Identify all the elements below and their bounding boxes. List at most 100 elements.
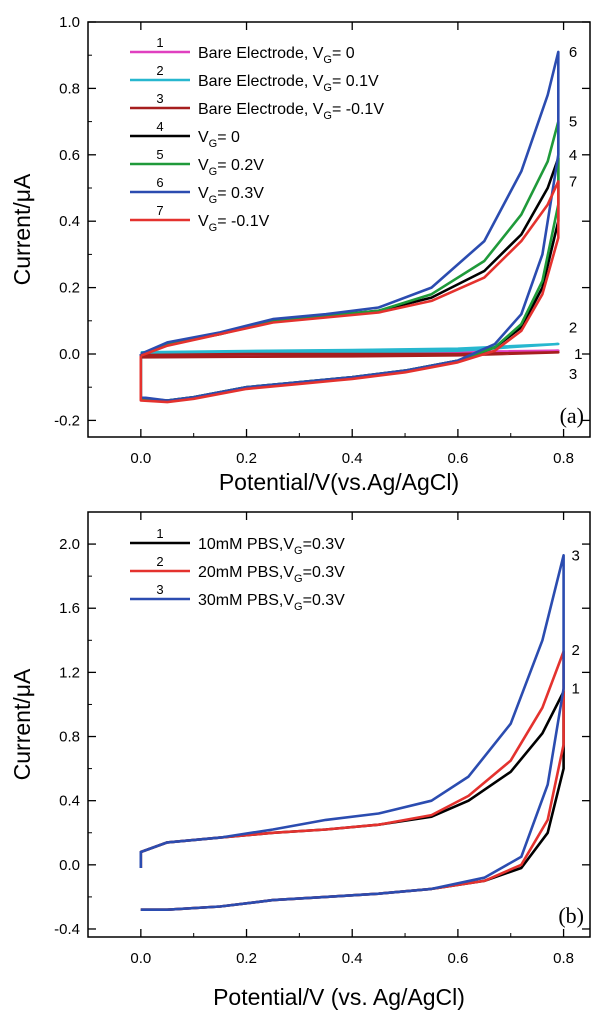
legend-label-main: 20mM PBS,V — [198, 564, 294, 581]
y-axis-title: Current/μA — [9, 173, 35, 285]
legend-label-subscript: G — [323, 54, 332, 66]
legend-label-suffix: =0.3V — [303, 536, 346, 553]
legend-label-subscript: G — [209, 138, 218, 150]
legend-number: 4 — [156, 119, 163, 134]
legend-number: 2 — [156, 63, 163, 78]
plot-frame — [87, 511, 591, 938]
y-axis-title: Current/μA — [9, 668, 35, 780]
legend-label-main: Bare Electrode, V — [198, 45, 324, 62]
legend-label: Bare Electrode, VG= 0 — [198, 45, 355, 66]
legend-label-main: V — [198, 157, 209, 174]
legend-label-main: Bare Electrode, V — [198, 73, 324, 90]
legend-label-suffix: = -0.1V — [332, 101, 384, 118]
curve-end-label: 1 — [574, 346, 582, 363]
chart-panel-a: 0.0 0.2 0.4 0.6 0.8 -0.2 0.0 0.2 0.4 0.6 0.8 1.0 Pot… — [9, 14, 591, 495]
series-3-line — [139, 554, 565, 911]
legend-label-suffix: = 0 — [217, 129, 240, 146]
y-tick-label: 0.2 — [59, 280, 80, 297]
curve-end-label: 4 — [569, 147, 577, 164]
curve-end-label: 2 — [569, 319, 577, 336]
y-tick-label: 0.4 — [59, 793, 80, 810]
legend-label-suffix: =0.3V — [303, 592, 346, 609]
legend-label-main: V — [198, 129, 209, 146]
legend-label-subscript: G — [209, 194, 218, 206]
curve-end-label: 3 — [572, 547, 580, 564]
series-3-line — [140, 351, 560, 359]
curve-end-label: 6 — [569, 44, 577, 61]
legend-label: VG= 0.3V — [198, 185, 264, 206]
y-tick-label: 0.4 — [59, 213, 80, 230]
legend-label-suffix: = 0.2V — [217, 157, 264, 174]
y-tick-label: 1.0 — [59, 14, 80, 31]
legend-item-4: 4 VG= 0 — [130, 119, 240, 150]
legend-label: VG= 0 — [198, 129, 240, 150]
series-1-line — [139, 690, 565, 911]
y-tick-label: 1.6 — [59, 600, 80, 617]
legend-label: VG= 0.2V — [198, 157, 264, 178]
x-axis-title: Potential/V(vs.Ag/AgCl) — [219, 469, 459, 495]
panel-label: (a) — [560, 403, 584, 428]
x-tick-label: 0.6 — [447, 950, 468, 967]
legend-label-subscript: G — [294, 545, 303, 557]
panel-label: (b) — [558, 903, 584, 928]
legend-item-3: 3 Bare Electrode, VG= -0.1V — [130, 91, 384, 122]
legend-number: 3 — [156, 582, 163, 597]
legend-label: VG= -0.1V — [198, 213, 270, 234]
y-tick-label: 2.0 — [59, 536, 80, 553]
legend-label-suffix: = 0.3V — [217, 185, 264, 202]
legend-label-subscript: G — [294, 601, 303, 613]
legend-item-5: 5 VG= 0.2V — [130, 147, 264, 178]
legend-number: 1 — [156, 35, 163, 50]
legend-item-7: 7 VG= -0.1V — [130, 203, 270, 234]
curve-end-label: 1 — [572, 680, 580, 697]
legend-label-subscript: G — [209, 166, 218, 178]
legend-item-2: 2 20mM PBS,VG=0.3V — [130, 554, 345, 585]
x-tick-label: 0.4 — [342, 950, 363, 967]
legend-label-suffix: = -0.1V — [217, 213, 269, 230]
x-tick-label: 0.0 — [130, 450, 151, 467]
legend-label-main: 30mM PBS,V — [198, 592, 294, 609]
legend-number: 7 — [156, 203, 163, 218]
y-tick-label: 1.2 — [59, 664, 80, 681]
y-tick-label: 0.8 — [59, 729, 80, 746]
x-tick-label: 0.2 — [236, 450, 257, 467]
legend-item-1: 1 Bare Electrode, VG= 0 — [130, 35, 355, 66]
legend-label-subscript: G — [209, 222, 218, 234]
legend-label-main: V — [198, 213, 209, 230]
x-tick-label: 0.0 — [130, 950, 151, 967]
legend-label: 10mM PBS,VG=0.3V — [198, 536, 345, 557]
legend-item-6: 6 VG= 0.3V — [130, 175, 264, 206]
legend-label: 30mM PBS,VG=0.3V — [198, 592, 345, 613]
legend-item-2: 2 Bare Electrode, VG= 0.1V — [130, 63, 379, 94]
y-tick-label: 0.8 — [59, 80, 80, 97]
x-axis-title: Potential/V (vs. Ag/AgCl) — [213, 984, 465, 1010]
curve-end-label: 7 — [569, 173, 577, 190]
curve-end-label: 3 — [569, 366, 577, 383]
legend-label: 20mM PBS,VG=0.3V — [198, 564, 345, 585]
x-tick-label: 0.4 — [342, 450, 363, 467]
y-tick-label: 0.6 — [59, 147, 80, 164]
legend-number: 5 — [156, 147, 163, 162]
legend-number: 6 — [156, 175, 163, 190]
legend-label-suffix: = 0 — [332, 45, 355, 62]
legend-label-main: Bare Electrode, V — [198, 101, 324, 118]
x-tick-label: 0.2 — [236, 950, 257, 967]
curve-end-label: 2 — [572, 642, 580, 659]
x-tick-label: 0.6 — [447, 450, 468, 467]
legend-label-subscript: G — [323, 82, 332, 94]
series-2-line — [139, 650, 565, 911]
curve-end-label: 5 — [569, 114, 577, 131]
y-tick-label: 0.0 — [59, 346, 80, 363]
legend-label-subscript: G — [294, 573, 303, 585]
legend-item-3: 3 30mM PBS,VG=0.3V — [130, 582, 345, 613]
legend-item-1: 1 10mM PBS,VG=0.3V — [130, 526, 345, 557]
chart-panel-b: 0.0 0.2 0.4 0.6 0.8 -0.4 0.0 0.4 0.8 1.2 1.6 2.0 Pot… — [9, 511, 591, 1010]
plot-frame — [87, 21, 591, 438]
legend-number: 1 — [156, 526, 163, 541]
y-tick-label: -0.2 — [54, 412, 80, 429]
legend-label-subscript: G — [323, 110, 332, 122]
legend-label-main: 10mM PBS,V — [198, 536, 294, 553]
legend-number: 2 — [156, 554, 163, 569]
legend-label: Bare Electrode, VG= -0.1V — [198, 101, 384, 122]
series-7-line — [139, 180, 560, 404]
